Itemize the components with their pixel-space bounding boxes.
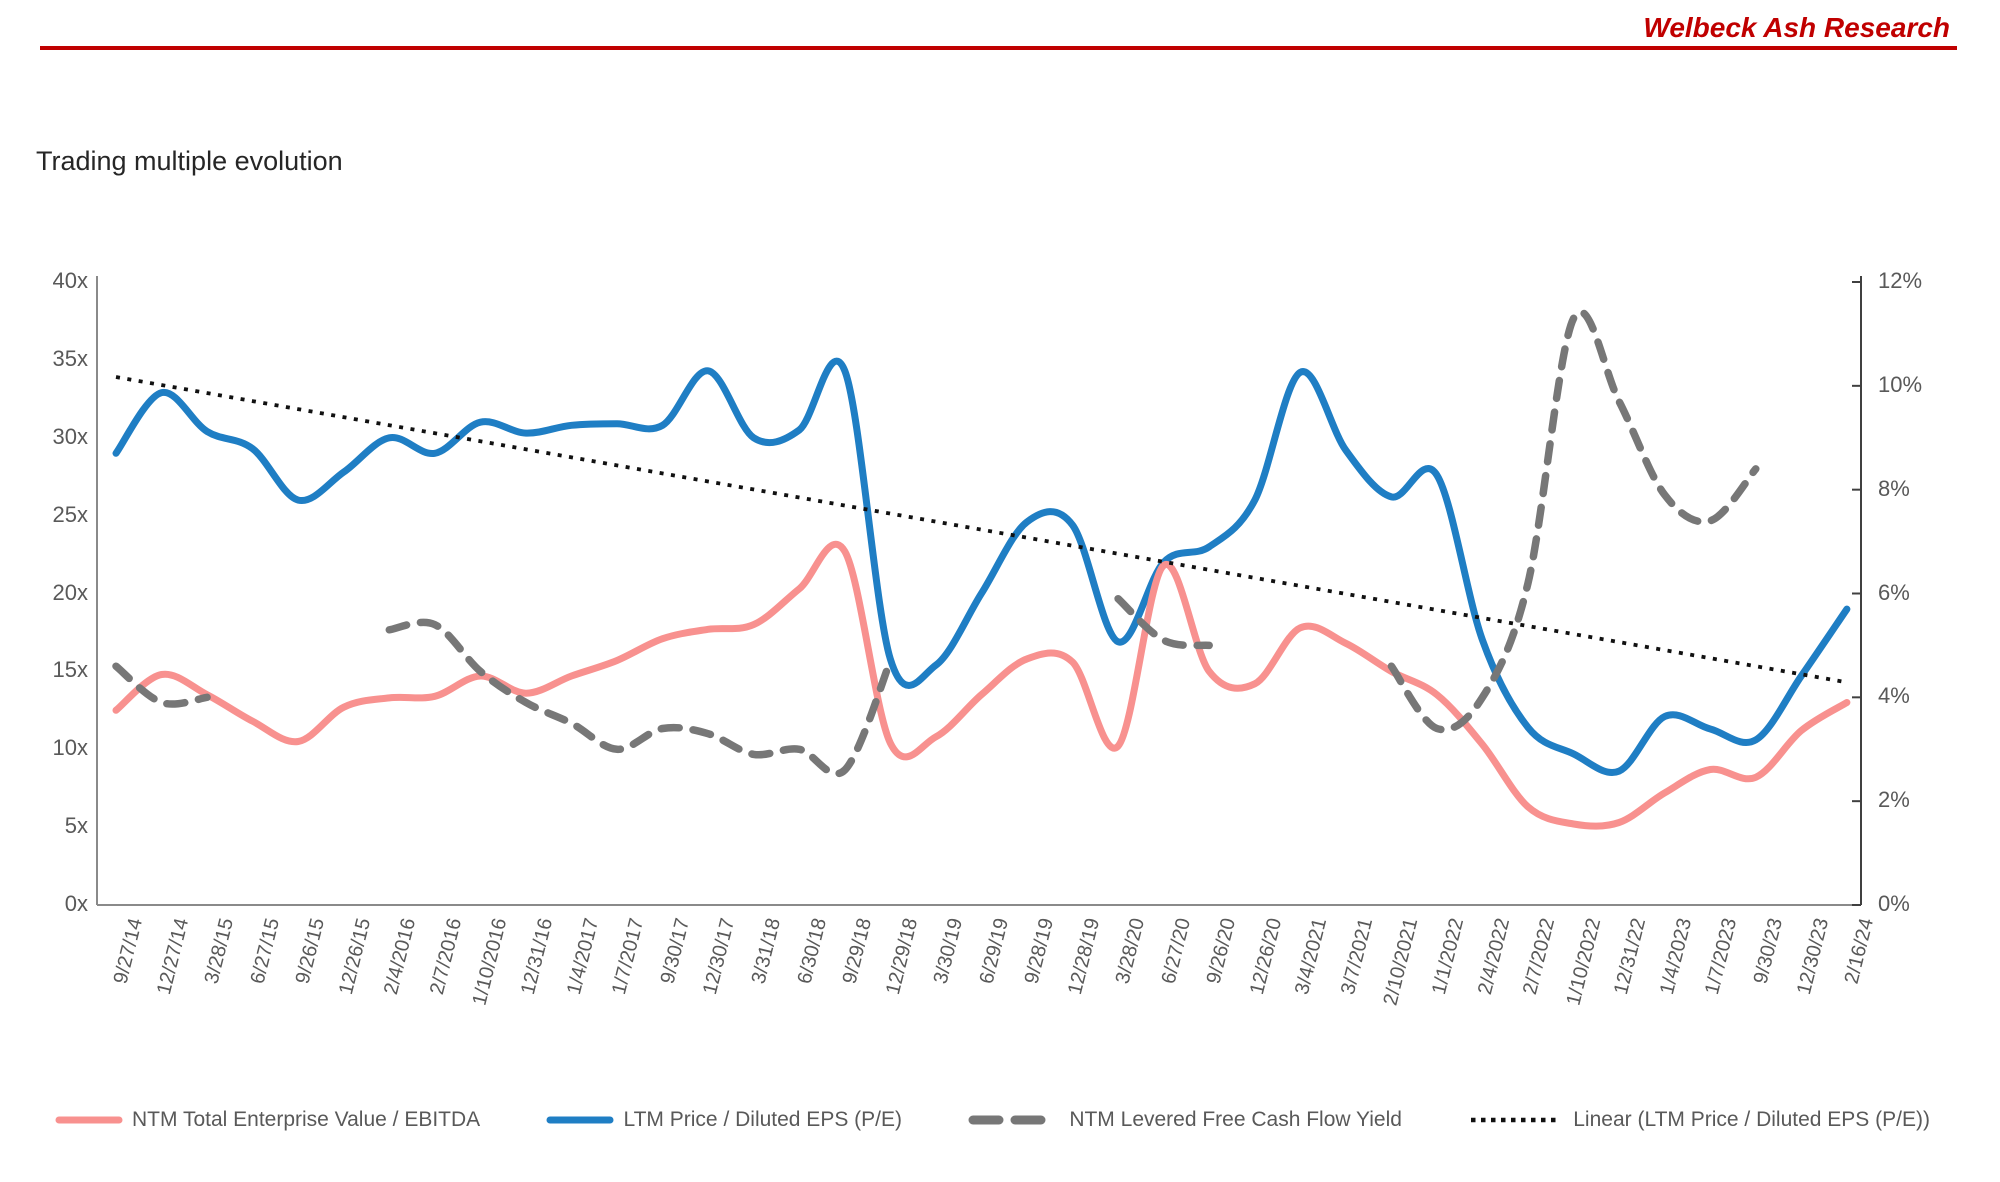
y-axis-left-label: 10x bbox=[52, 735, 88, 761]
legend-label: NTM Total Enterprise Value / EBITDA bbox=[132, 1108, 481, 1131]
chart-title: Trading multiple evolution bbox=[36, 146, 343, 176]
series-line-2 bbox=[1114, 594, 1213, 650]
series-line-2 bbox=[385, 618, 895, 778]
legend-label: LTM Price / Diluted EPS (P/E) bbox=[623, 1108, 903, 1131]
series-line-1 bbox=[112, 357, 1851, 776]
series-trendline bbox=[115, 375, 1848, 685]
blue-line-swatch-icon bbox=[546, 1116, 614, 1124]
y-axis-left-label: 40x bbox=[52, 268, 88, 293]
gray-dashed-swatch-icon bbox=[968, 1115, 1060, 1125]
y-axis-right-label: 6% bbox=[1878, 579, 1910, 605]
brand-wordmark: Welbeck Ash Research bbox=[1643, 12, 1950, 43]
y-axis-left-label: 5x bbox=[64, 813, 88, 839]
y-axis-left-label: 35x bbox=[52, 345, 88, 371]
legend-item-linear-trend: Linear (LTM Price / Diluted EPS (P/E)) bbox=[1468, 1108, 1930, 1132]
pink-line-swatch-icon bbox=[55, 1116, 123, 1124]
y-axis-right-label: 10% bbox=[1878, 371, 1923, 397]
legend-item-ltm-pe: LTM Price / Diluted EPS (P/E) bbox=[546, 1108, 902, 1132]
legend-label: NTM Levered Free Cash Flow Yield bbox=[1069, 1108, 1402, 1131]
legend-label: Linear (LTM Price / Diluted EPS (P/E)) bbox=[1573, 1108, 1930, 1131]
legend: NTM Total Enterprise Value / EBITDA LTM … bbox=[55, 1096, 1930, 1144]
y-axis-right-label: 4% bbox=[1878, 683, 1910, 709]
series-line-2 bbox=[112, 662, 211, 708]
y-axis-right-label: 8% bbox=[1878, 475, 1910, 501]
y-axis-right-label: 2% bbox=[1878, 787, 1910, 813]
legend-item-fcf-yield: NTM Levered Free Cash Flow Yield bbox=[968, 1108, 1402, 1132]
y-axis-left-label: 15x bbox=[52, 657, 88, 683]
black-dotted-swatch-icon bbox=[1471, 1117, 1562, 1123]
y-axis-right-label: 12% bbox=[1878, 268, 1923, 293]
y-axis-left-label: 0x bbox=[64, 891, 88, 916]
y-axis-left-label: 20x bbox=[52, 579, 88, 605]
y-axis-right-label: 0% bbox=[1878, 891, 1910, 916]
y-axis-left-label: 30x bbox=[52, 423, 88, 449]
series-line-0 bbox=[112, 540, 1851, 830]
header-rule bbox=[40, 46, 1957, 50]
legend-item-ev-ebitda: NTM Total Enterprise Value / EBITDA bbox=[55, 1108, 480, 1132]
series-line-2 bbox=[1387, 308, 1760, 734]
y-axis-left-label: 25x bbox=[52, 501, 88, 527]
